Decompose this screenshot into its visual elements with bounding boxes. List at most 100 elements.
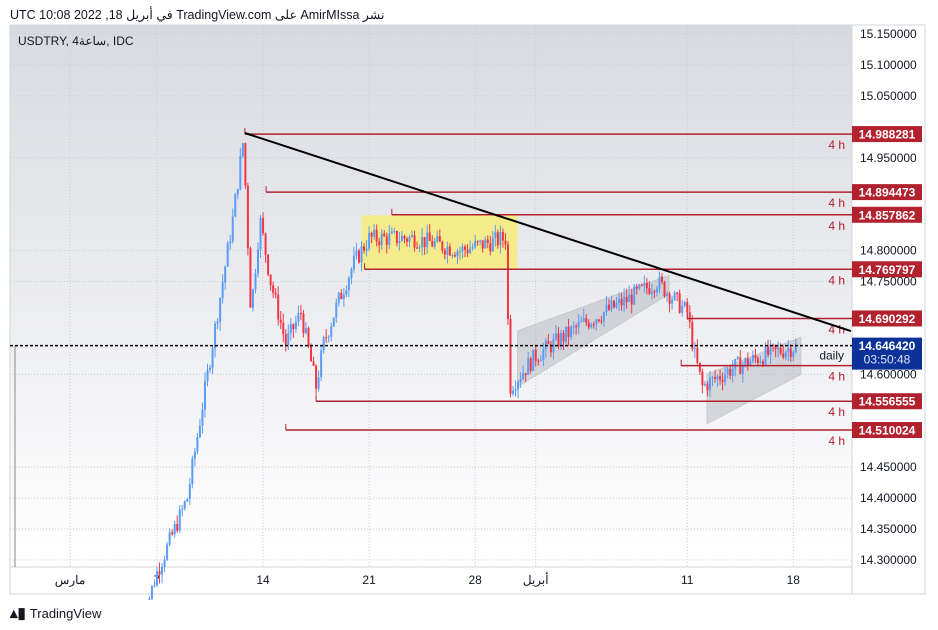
candle-body: [792, 351, 795, 358]
candle-body: [330, 326, 333, 337]
candle-body: [438, 236, 441, 242]
candle-body: [767, 346, 770, 355]
candle-body: [246, 185, 249, 249]
candle-body: [441, 241, 444, 251]
candle-body: [653, 291, 656, 293]
candle-body: [431, 241, 434, 247]
candle-body: [764, 346, 767, 365]
candle-body: [698, 362, 701, 372]
candle-body: [494, 232, 497, 238]
candle-body: [509, 319, 512, 394]
plot-background: [10, 25, 852, 567]
candle-body: [794, 343, 797, 352]
candle-body: [229, 241, 232, 244]
candle-body: [156, 571, 158, 586]
candle-body: [279, 319, 282, 323]
candle-body: [514, 389, 517, 391]
x-tick-label: 11: [681, 573, 694, 587]
candle-body: [529, 358, 532, 371]
candle-body: [360, 246, 363, 263]
candle-body: [451, 255, 454, 257]
candle-body: [688, 312, 691, 323]
candle-body: [691, 322, 694, 349]
candle-body: [388, 233, 391, 245]
candle-body: [557, 333, 560, 347]
candle-body: [310, 346, 313, 362]
candle-body: [481, 240, 484, 249]
y-tick-label: 14.350000: [860, 522, 917, 536]
x-tick-label: مارس: [55, 573, 86, 587]
candle-body: [693, 347, 696, 349]
candle-body: [524, 373, 527, 375]
candle-body: [166, 544, 169, 560]
candle-body: [446, 246, 449, 255]
candle-body: [716, 376, 719, 379]
candle-body: [595, 319, 598, 325]
candle-body: [474, 241, 477, 248]
candle-body: [335, 302, 338, 318]
level-price-badge: [852, 422, 922, 439]
candle-body: [630, 294, 633, 305]
candle-body: [428, 232, 431, 242]
candle-body: [491, 237, 494, 252]
candle-body: [613, 300, 616, 308]
candle-body: [216, 321, 219, 324]
candle-body: [721, 379, 724, 382]
candle-body: [486, 239, 489, 244]
candle-body: [413, 235, 416, 248]
candle-body: [597, 319, 600, 322]
candle-body: [315, 365, 318, 389]
candle-body: [342, 294, 345, 300]
candle-body: [209, 367, 212, 370]
candle-body: [365, 248, 368, 251]
candle-body: [153, 585, 156, 587]
candle-body: [582, 318, 585, 322]
candle-body: [686, 302, 689, 313]
symbol-title: USDTRY, 4ساعة, IDC: [18, 34, 134, 48]
candle-body: [696, 347, 699, 363]
y-tick-label: 14.950000: [860, 151, 917, 165]
price-chart[interactable]: USDTRY, 4ساعة, IDCمارس7142128أبريل111815…: [0, 0, 938, 600]
candle-body: [173, 523, 176, 535]
x-tick-label: 18: [787, 573, 801, 587]
candle-body: [549, 344, 552, 353]
candle-body: [448, 246, 451, 256]
candle-body: [519, 379, 522, 382]
candle-body: [395, 230, 398, 243]
candle-body: [650, 291, 653, 294]
candle-body: [292, 323, 295, 330]
candle-body: [479, 240, 482, 242]
candle-body: [408, 236, 411, 242]
candle-body: [600, 321, 603, 323]
candle-body: [363, 246, 366, 251]
candle-body: [714, 376, 717, 379]
candle-body: [327, 336, 330, 338]
candle-body: [663, 281, 666, 297]
candle-body: [539, 359, 542, 362]
candle-body: [178, 509, 181, 531]
candle-body: [176, 523, 179, 531]
candle-body: [587, 322, 590, 328]
tradingview-logo-icon: ▴▮: [10, 605, 26, 622]
candle-body: [567, 326, 570, 337]
candle-body: [267, 254, 270, 275]
candle-body: [312, 361, 315, 366]
candle-body: [378, 241, 381, 246]
candle-body: [471, 247, 474, 249]
level-price-badge: [852, 310, 922, 327]
candle-body: [234, 194, 237, 217]
level-price-label: 14.988281: [859, 128, 916, 142]
candle-body: [241, 143, 244, 157]
candle-body: [590, 324, 593, 328]
candle-body: [724, 374, 727, 382]
candle-body: [784, 352, 787, 358]
candle-body: [678, 293, 681, 313]
candle-body: [532, 349, 535, 371]
candle-body: [683, 302, 686, 306]
candle-body: [552, 338, 555, 353]
candle-body: [577, 321, 580, 328]
level-interval-label: 4 h: [828, 138, 845, 152]
candle-body: [701, 371, 704, 386]
x-tick-label: 14: [256, 573, 270, 587]
current-price-badge: [852, 337, 922, 370]
